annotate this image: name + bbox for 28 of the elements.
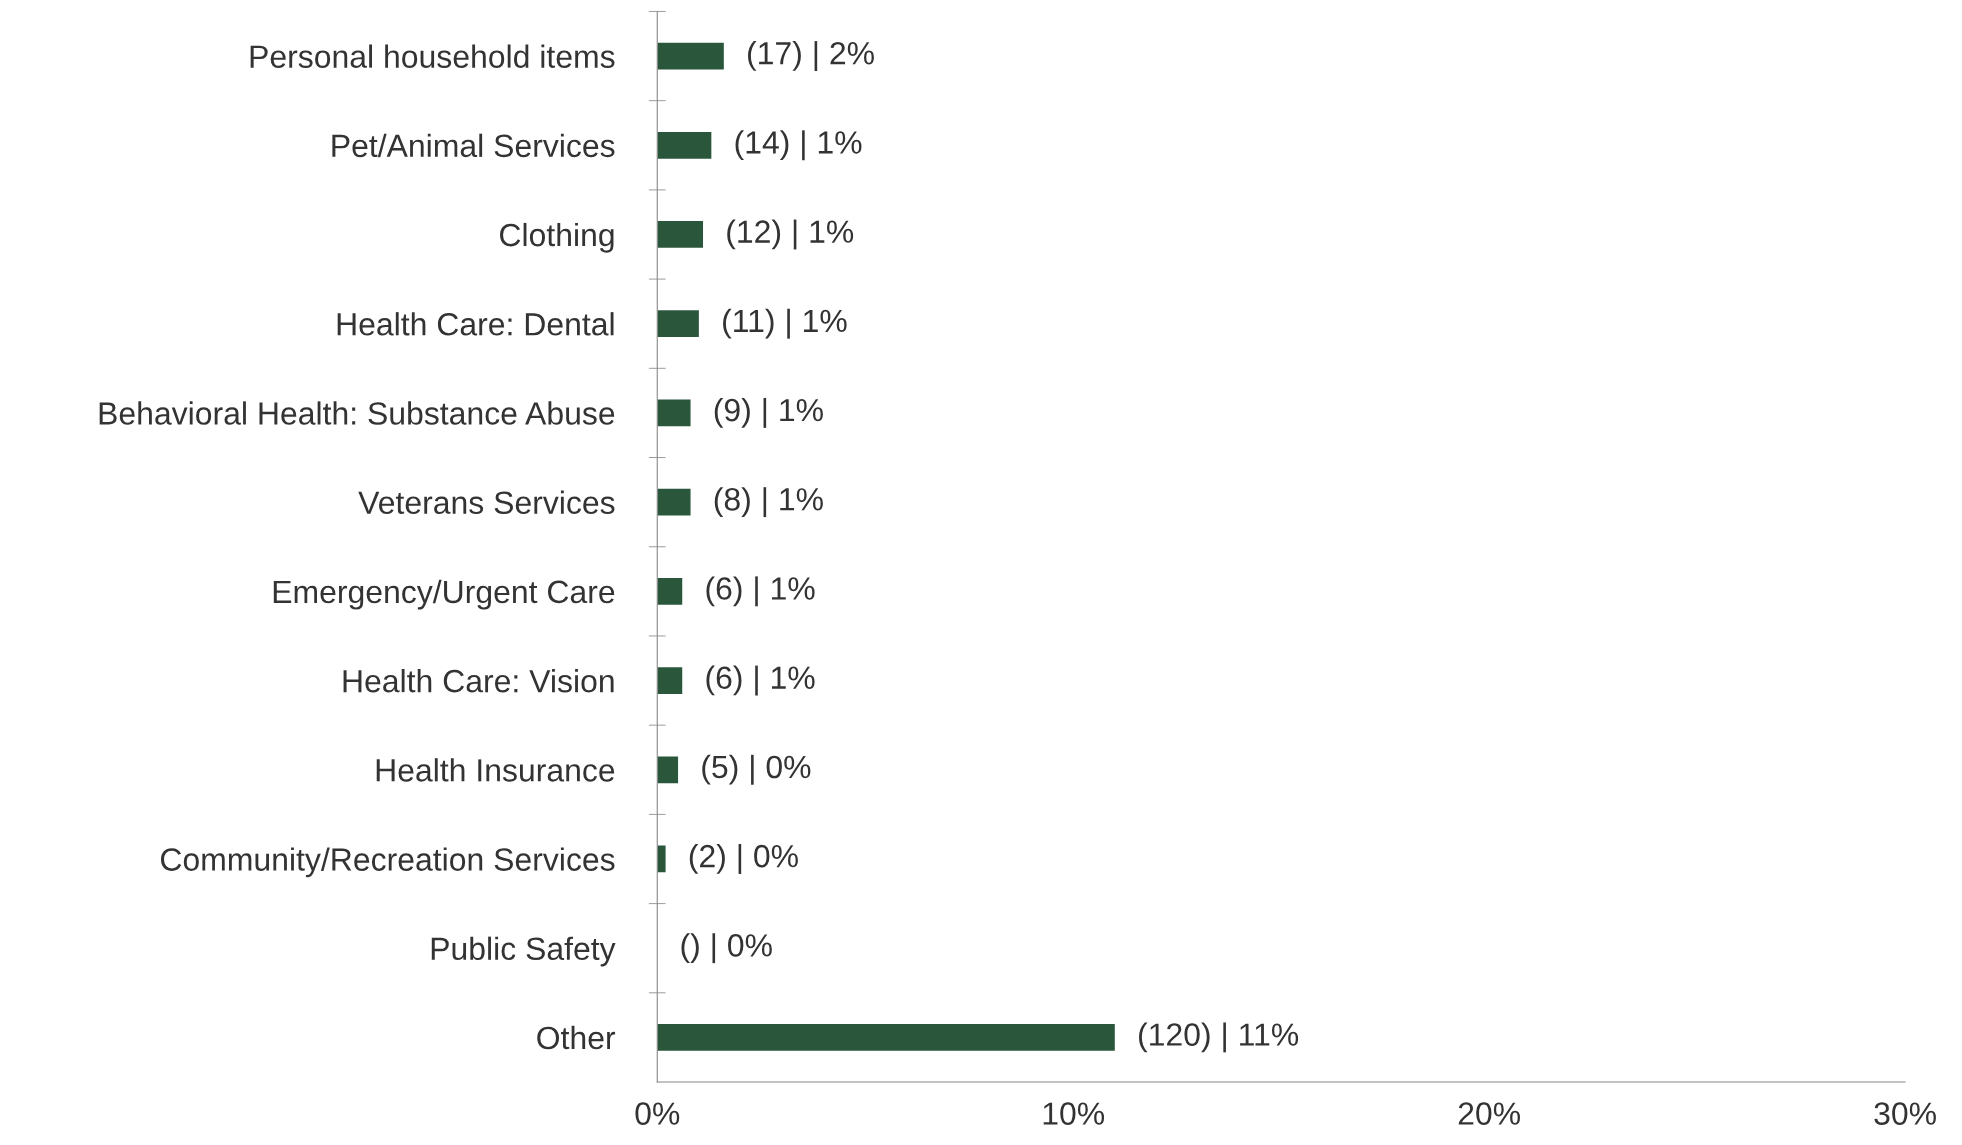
- data-label: (5) | 0%: [702, 754, 811, 785]
- data-label: (2) | 0%: [689, 844, 798, 874]
- y-tick-label: Behavioral Health: Substance Abuse: [99, 401, 615, 425]
- y-tick-label: Personal household items: [250, 44, 615, 68]
- y-tick-label: Pet/Animal Services: [332, 133, 615, 158]
- x-tick-label: 0%: [635, 1102, 680, 1125]
- data-label: (12) | 1%: [727, 219, 854, 250]
- y-tick-label: Emergency/Urgent Care: [273, 579, 615, 610]
- y-tick-label: Public Safety: [431, 936, 616, 967]
- y-tick-label: Health Care: Dental: [337, 312, 614, 336]
- y-tick-label: Community/Recreation Services: [160, 847, 615, 878]
- y-tick-label: Clothing: [500, 222, 614, 253]
- data-label: () | 0%: [681, 933, 772, 964]
- data-label: (6) | 1%: [706, 665, 815, 696]
- data-label: (14) | 1%: [735, 130, 862, 161]
- data-label: (8) | 1%: [714, 487, 823, 518]
- x-tick-label: 30%: [1874, 1102, 1936, 1125]
- data-label: (6) | 1%: [706, 576, 815, 607]
- y-tick-label: Other: [537, 1025, 616, 1050]
- y-tick-label: Veterans Services: [358, 490, 615, 515]
- data-label: (17) | 2%: [748, 41, 874, 72]
- x-tick-label: 20%: [1458, 1102, 1520, 1125]
- data-label: (11) | 1%: [723, 308, 847, 339]
- y-tick-label: Health Care: Vision: [343, 668, 614, 693]
- data-label: (120) | 11%: [1139, 1022, 1299, 1053]
- x-tick-label: 10%: [1043, 1102, 1105, 1125]
- y-tick-label: Health Insurance: [376, 758, 615, 782]
- data-label: (9) | 1%: [714, 397, 823, 428]
